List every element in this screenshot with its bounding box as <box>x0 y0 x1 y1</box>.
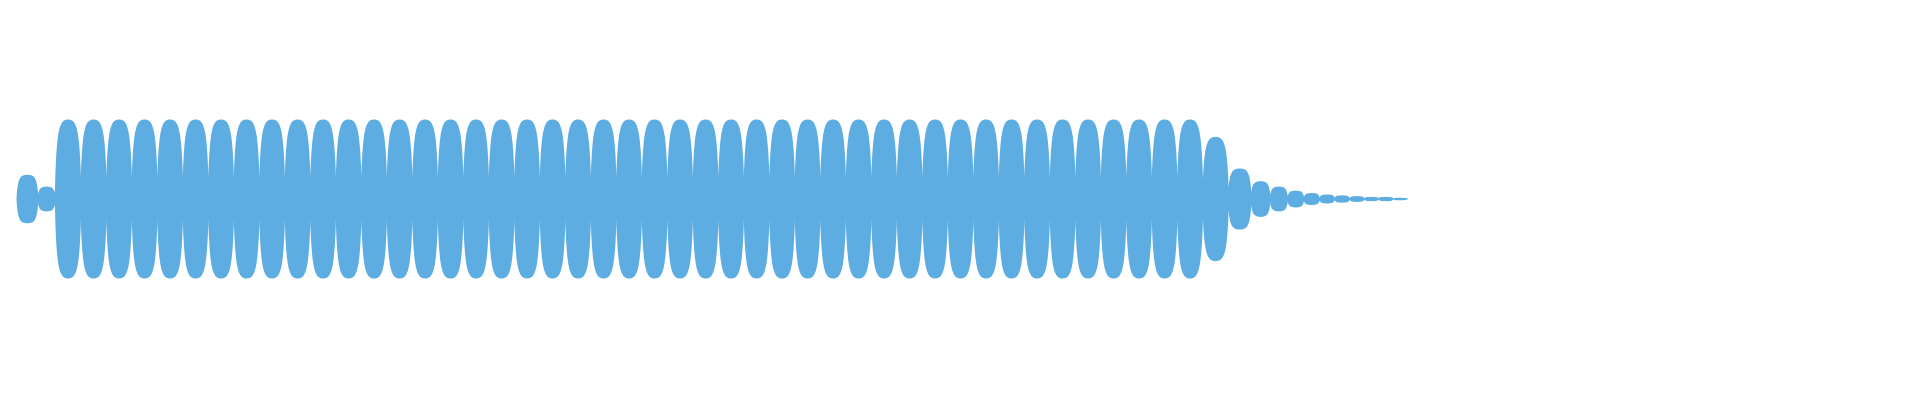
waveform-lobe <box>513 119 541 279</box>
waveform-lobe <box>1074 119 1102 279</box>
waveform-lobe <box>1349 196 1365 202</box>
waveform-lobe <box>488 119 515 279</box>
waveform-lobe <box>1176 119 1204 279</box>
waveform-lobe <box>1202 136 1229 262</box>
waveform-lobe <box>692 119 719 279</box>
waveform-lobe <box>921 119 949 279</box>
waveform-lobe <box>1392 197 1409 201</box>
waveform-lobe <box>1269 186 1289 212</box>
waveform-lobe <box>207 119 235 279</box>
waveform-lobe <box>1100 119 1127 279</box>
waveform-lobe <box>870 119 898 279</box>
waveform-lobe <box>1334 195 1351 203</box>
waveform-lobe <box>462 119 490 279</box>
waveform-lobe <box>641 119 668 279</box>
waveform-lobe <box>564 119 592 279</box>
waveform-lobe <box>1287 190 1305 208</box>
waveform-lobe <box>819 119 847 279</box>
waveform-lobe <box>54 119 82 279</box>
waveform-lobe <box>1250 181 1271 217</box>
waveform-lobe <box>666 119 694 279</box>
waveform-lobe <box>37 186 56 212</box>
waveform-lobe <box>156 119 184 279</box>
waveform-lobe <box>1227 168 1252 230</box>
waveform-lobe <box>16 174 39 224</box>
waveform-lobe <box>233 119 260 279</box>
waveform-lobe <box>131 119 158 279</box>
waveform-lobe <box>1378 196 1394 202</box>
waveform-lobe <box>182 119 209 279</box>
waveform-lobe <box>437 119 464 279</box>
waveform-lobe <box>284 119 311 279</box>
waveform-lobe <box>717 119 745 279</box>
waveform-lobe <box>360 119 388 279</box>
waveform-lobe <box>105 119 133 279</box>
waveform-lobe <box>1151 119 1178 279</box>
waveform-lobe <box>590 119 617 279</box>
waveform-lobe <box>335 119 362 279</box>
waveform-lobe <box>1023 119 1051 279</box>
waveform-lobe <box>411 119 439 279</box>
waveform-lobe <box>768 119 796 279</box>
waveform-lobe <box>80 119 107 279</box>
waveform-lobe <box>845 119 872 279</box>
waveform-lobe <box>896 119 923 279</box>
waveform-lobe <box>258 119 286 279</box>
waveform-lobe <box>539 119 566 279</box>
waveform-lobe <box>998 119 1025 279</box>
waveform-lobe <box>1303 192 1321 206</box>
waveform-lobe <box>309 119 337 279</box>
waveform-lobe <box>615 119 643 279</box>
waveform-lobe <box>743 119 770 279</box>
waveform-lobe <box>1049 119 1076 279</box>
waveform-lobe <box>947 119 974 279</box>
waveform-lobe <box>794 119 821 279</box>
waveform-lobe <box>972 119 1000 279</box>
waveform-lobe <box>1363 196 1380 202</box>
waveform-lobe <box>386 119 413 279</box>
waveform-lobe <box>1125 119 1153 279</box>
waveform-lobe <box>1318 194 1336 204</box>
